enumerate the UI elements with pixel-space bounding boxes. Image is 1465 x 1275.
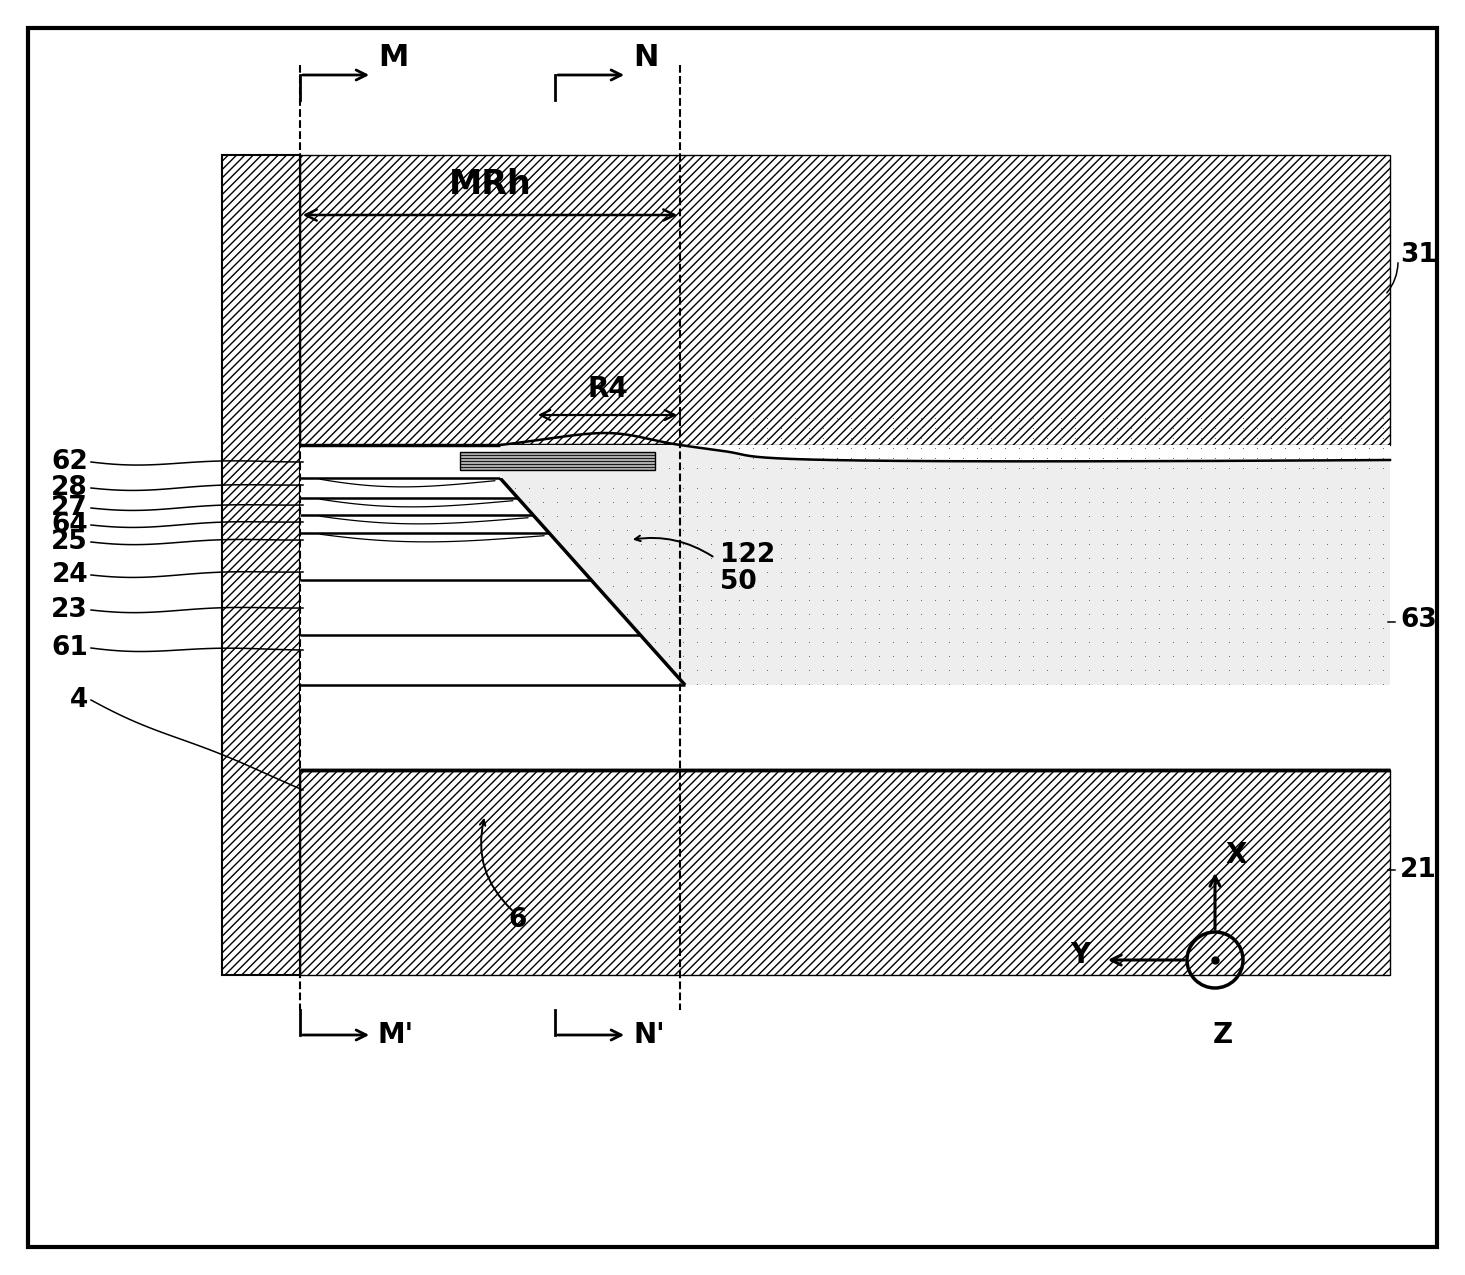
Polygon shape (460, 453, 655, 470)
Polygon shape (223, 156, 300, 975)
Text: 63: 63 (1401, 607, 1437, 632)
Polygon shape (300, 685, 686, 770)
Text: 122: 122 (719, 542, 775, 567)
Text: N: N (633, 43, 658, 71)
Polygon shape (300, 499, 533, 515)
Text: 61: 61 (51, 635, 88, 660)
Polygon shape (300, 635, 686, 685)
Text: M': M' (378, 1021, 415, 1049)
Text: M: M (378, 43, 409, 71)
Text: 62: 62 (51, 449, 88, 476)
Text: X: X (1225, 842, 1247, 870)
Polygon shape (300, 156, 1390, 445)
Polygon shape (300, 770, 1390, 975)
Text: MRh: MRh (448, 168, 532, 201)
Polygon shape (500, 445, 1390, 478)
Text: Z: Z (1213, 1021, 1234, 1049)
Text: R4: R4 (587, 375, 628, 403)
Text: 28: 28 (51, 476, 88, 501)
Text: 50: 50 (719, 569, 757, 595)
Text: Y: Y (1069, 941, 1090, 969)
Text: 24: 24 (51, 562, 88, 588)
Text: 25: 25 (51, 529, 88, 555)
Text: 4: 4 (70, 687, 88, 713)
Text: 6: 6 (508, 907, 527, 933)
Text: N': N' (633, 1021, 665, 1049)
Text: 31: 31 (1401, 242, 1437, 268)
Polygon shape (300, 445, 1390, 460)
Polygon shape (300, 445, 500, 478)
Polygon shape (300, 445, 1390, 770)
Text: 64: 64 (51, 513, 88, 538)
Polygon shape (300, 478, 517, 499)
Polygon shape (300, 580, 640, 635)
Polygon shape (300, 533, 592, 580)
Text: 27: 27 (51, 495, 88, 521)
Text: 23: 23 (51, 597, 88, 623)
Polygon shape (500, 478, 1390, 685)
Polygon shape (300, 515, 549, 533)
Text: 21: 21 (1401, 857, 1437, 884)
